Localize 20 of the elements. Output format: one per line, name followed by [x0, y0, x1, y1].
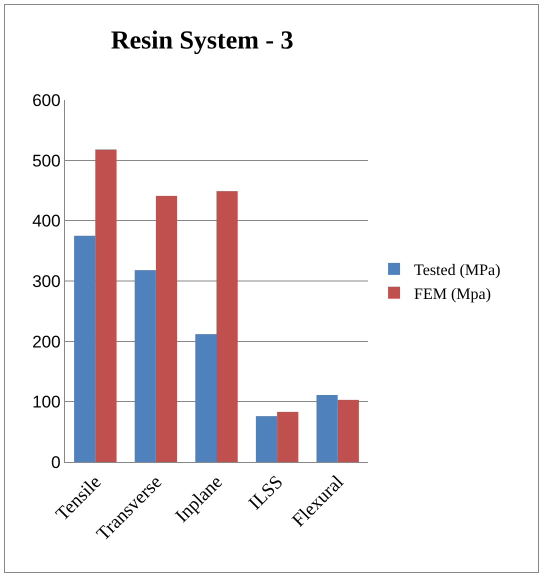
legend-label: FEM (Mpa): [414, 286, 491, 303]
y-tick-label: 500: [32, 151, 61, 170]
chart-title: Resin System - 3: [110, 26, 294, 55]
bar: [316, 395, 338, 462]
bar: [256, 416, 278, 462]
y-tick-label: 400: [32, 212, 61, 231]
bar: [195, 334, 216, 462]
y-tick-label: 200: [32, 332, 61, 352]
y-tick-label: 600: [32, 90, 61, 110]
y-tick-label: 100: [32, 392, 61, 412]
bar: [134, 270, 156, 462]
bar: [156, 196, 178, 462]
bar: [338, 400, 359, 462]
bar: [277, 412, 298, 462]
legend-label: Tested (MPa): [414, 262, 500, 280]
y-tick-label: 300: [32, 272, 61, 291]
bar: [74, 236, 96, 462]
y-tick-label: 0: [51, 452, 61, 472]
bar: [216, 191, 238, 462]
bar: [95, 149, 117, 462]
